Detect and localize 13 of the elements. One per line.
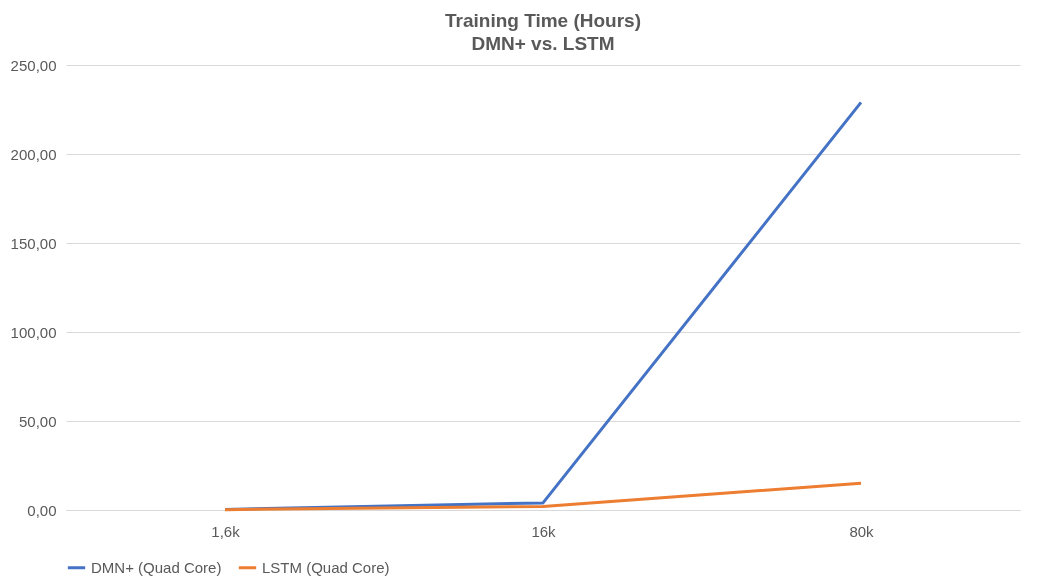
y-tick-label: 100,00 [10,323,57,341]
chart-title: Training Time (Hours) [444,10,642,31]
y-tick-label: 50,00 [18,412,57,430]
x-tick-label: 80k [849,522,875,540]
y-tick-label: 250,00 [10,56,57,74]
y-tick-label: 200,00 [10,145,57,163]
y-tick-label: 0,00 [27,501,57,519]
legend-label: LSTM (Quad Core) [262,558,390,576]
x-tick-label: 1,6k [211,522,241,540]
chart-subtitle: DMN+ vs. LSTM [471,33,615,54]
y-tick-label: 150,00 [10,234,57,252]
legend-label: DMN+ (Quad Core) [91,558,222,576]
x-tick-label: 16k [531,522,557,540]
